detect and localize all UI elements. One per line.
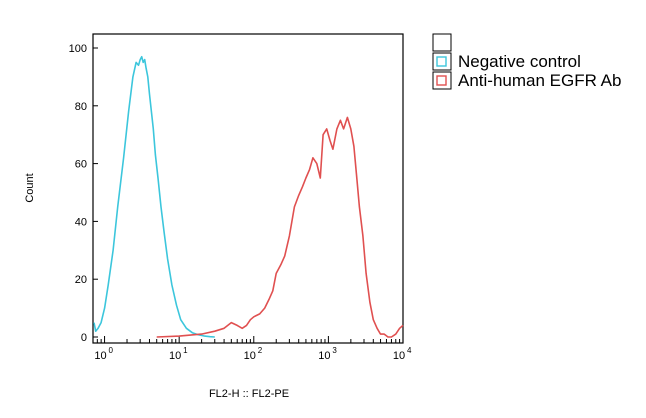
series-line-2	[156, 116, 404, 338]
y-axis-title: Count	[24, 173, 36, 202]
legend-swatch-box	[432, 33, 452, 52]
legend-swatch-box	[432, 52, 452, 71]
x-tick-label: 10	[393, 350, 405, 362]
y-tick-label: 60	[75, 159, 87, 171]
legend-swatch-box	[432, 71, 452, 90]
x-tick-label: 10	[169, 350, 181, 362]
x-tick-exponent: 0	[109, 346, 114, 355]
y-tick-label: 20	[75, 274, 87, 286]
plot-frame	[92, 33, 404, 344]
y-tick-label: 0	[81, 332, 87, 344]
series-line-1	[93, 55, 215, 338]
legend-label: Anti-human EGFR Ab	[458, 71, 621, 90]
x-tick-label: 10	[318, 350, 330, 362]
x-tick-exponent: 2	[258, 346, 263, 355]
y-tick-label: 100	[69, 43, 87, 55]
y-tick-label: 40	[75, 216, 87, 228]
x-tick-label: 10	[94, 350, 106, 362]
legend-label: Negative control	[458, 52, 581, 71]
legend-swatch-marker	[436, 56, 447, 67]
y-axis: 0 20 40 60 80 100	[69, 43, 98, 344]
x-tick-exponent: 3	[332, 346, 337, 355]
y-tick-label: 80	[75, 101, 87, 113]
x-axis-title: FL2-H :: FL2-PE	[209, 388, 289, 400]
series-layer	[93, 55, 404, 338]
x-tick-exponent: 4	[407, 346, 412, 355]
legend-swatch-marker	[436, 75, 447, 86]
x-axis: 10 0 10 1 10 2 10 3 10 4	[92, 336, 412, 362]
x-tick-exponent: 1	[183, 346, 188, 355]
x-tick-label: 10	[244, 350, 256, 362]
